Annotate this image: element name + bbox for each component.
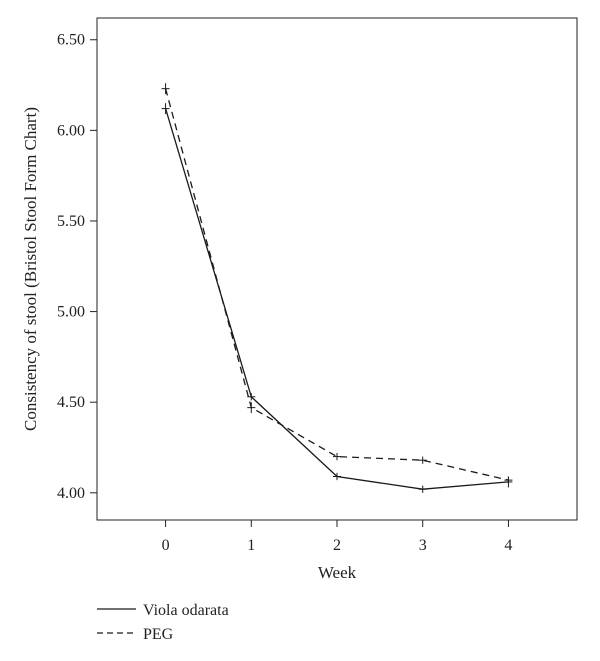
series-layer xyxy=(161,83,513,493)
y-axis-title: Consistency of stool (Bristol Stool Form… xyxy=(21,107,40,431)
x-tick-label: 1 xyxy=(247,537,255,554)
y-tick-label: 5.00 xyxy=(57,304,85,321)
y-tick-label: 4.00 xyxy=(57,485,85,502)
x-tick-label: 4 xyxy=(504,537,512,554)
y-tick-label: 6.50 xyxy=(57,32,85,49)
y-tick-label: 4.50 xyxy=(57,394,85,411)
y-tick-label: 5.50 xyxy=(57,213,85,230)
x-axis: 0 1 2 3 4 xyxy=(162,520,512,554)
y-tick-label: 6.00 xyxy=(57,122,85,139)
series-line-peg xyxy=(164,88,509,481)
legend: Viola odarata PEG xyxy=(97,602,229,643)
plot-frame xyxy=(96,17,578,521)
x-tick-label: 2 xyxy=(333,537,341,554)
legend-label-peg: PEG xyxy=(143,626,174,643)
x-tick-label: 3 xyxy=(419,537,427,554)
series-line-viola-odarata xyxy=(164,108,509,490)
x-tick-label: 0 xyxy=(162,537,170,554)
y-axis: 4.00 4.50 5.00 5.50 6.00 6.50 xyxy=(57,32,97,502)
x-axis-title: Week xyxy=(318,563,357,582)
legend-label-viola: Viola odarata xyxy=(143,602,229,619)
